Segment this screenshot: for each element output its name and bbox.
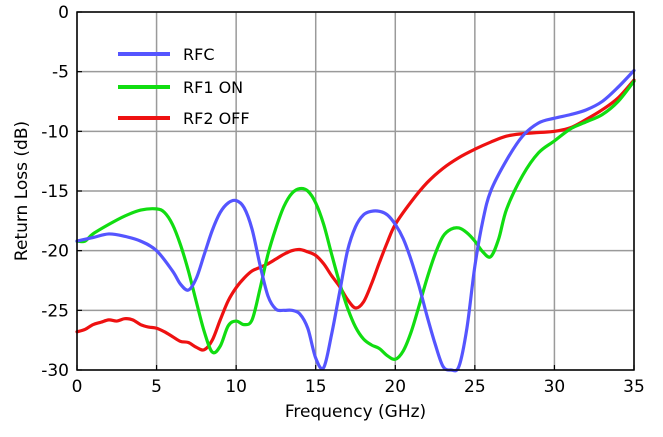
y-tick-label: -15 xyxy=(41,182,69,202)
x-tick-label: 30 xyxy=(544,377,566,397)
y-tick-label: -20 xyxy=(41,242,69,262)
series-lines xyxy=(75,68,636,373)
y-tick-label: -10 xyxy=(41,122,69,142)
legend-label-rf2-off: RF2 OFF xyxy=(183,109,250,128)
y-tick-label: -5 xyxy=(52,63,69,83)
legend-label-rf1-on: RF1 ON xyxy=(183,78,243,97)
y-tick-label: -30 xyxy=(41,361,69,381)
y-tick-label: -25 xyxy=(41,301,69,321)
series-line-rf2-off xyxy=(75,78,636,352)
x-tick-label: 25 xyxy=(464,377,486,397)
series-line-rfc xyxy=(75,68,636,373)
legend-label-rfc: RFC xyxy=(183,45,215,64)
x-tick-label: 10 xyxy=(225,377,247,397)
axis-ticks: 0 5 10 15 20 25 30 35 0 -5 -10 -15 -20 -25 -30 xyxy=(41,3,645,397)
y-tick-label: 0 xyxy=(58,3,69,23)
x-tick-label: 35 xyxy=(623,377,645,397)
x-tick-label: 15 xyxy=(305,377,327,397)
y-axis-title: Return Loss (dB) xyxy=(12,121,32,261)
series-line-rf1-on xyxy=(75,79,636,361)
grid-lines xyxy=(76,11,635,371)
x-axis-title: Frequency (GHz) xyxy=(285,402,426,422)
x-tick-label: 5 xyxy=(151,377,162,397)
x-tick-label: 0 xyxy=(72,377,83,397)
legend: RFC RF1 ON RF2 OFF xyxy=(118,45,250,128)
x-tick-label: 20 xyxy=(384,377,406,397)
